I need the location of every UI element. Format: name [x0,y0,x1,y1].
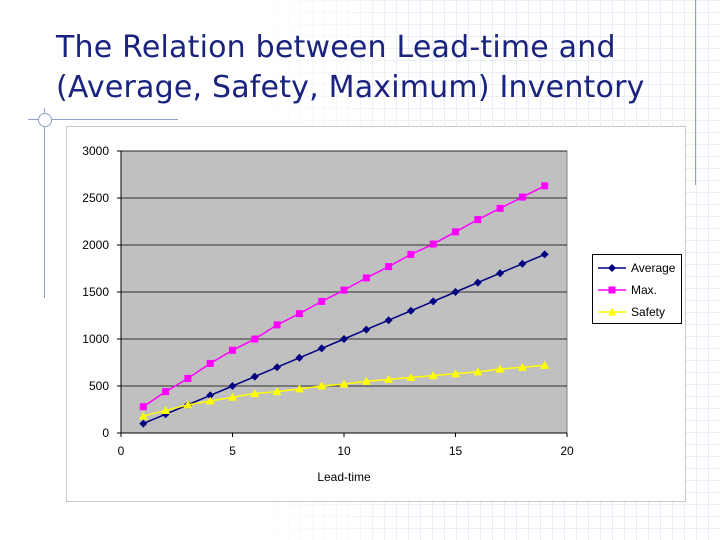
data-point-average [362,325,371,334]
data-point-safety [428,371,438,380]
data-point-average [406,306,415,315]
data-point-safety [205,396,215,405]
data-point-max [340,286,348,294]
data-point-max [273,321,281,329]
data-point-average [384,316,393,325]
decorative-horizontal-rule [28,119,178,120]
data-point-max [452,228,459,236]
legend-swatch-max [598,286,626,294]
legend-label-average: Average [631,261,676,275]
data-point-safety [138,411,148,420]
data-point-safety [272,387,282,396]
data-point-max [139,403,147,411]
data-point-safety [317,381,327,390]
data-point-safety [473,367,483,376]
slide-title-line-2: (Average, Safety, Maximum) Inventory [56,70,645,105]
data-point-max [429,240,437,248]
y-tick-label: 3000 [82,144,109,158]
legend-item-average: Average [597,260,681,276]
data-point-average [473,278,482,287]
data-point-average [228,382,237,390]
data-point-average [317,344,326,353]
data-point-max [184,374,192,382]
data-point-average [206,391,215,400]
data-point-average [340,335,348,343]
data-point-max [541,182,549,190]
data-point-safety [495,364,505,373]
x-tick-label: 0 [118,444,125,458]
y-tick-label: 1500 [82,285,109,299]
x-tick-label: 5 [229,444,236,458]
data-point-safety [183,400,193,409]
legend-label-max: Max. [631,283,658,297]
y-tick-label: 0 [102,426,109,440]
data-point-average [540,250,549,259]
data-point-average [451,288,460,296]
data-point-max [474,216,482,224]
data-point-max [229,346,236,354]
data-point-average [295,353,304,362]
line-chart: 0 500 1000 1500 2000 2500 3000 0 5 10 15 20 Lead-tim… [82,144,574,484]
decorative-right-rule [695,0,696,185]
data-point-safety [384,374,394,383]
y-tick-label: 2500 [82,191,109,205]
slide-title: The Relation between Lead-time and (Aver… [56,28,696,108]
legend-swatch-average [598,264,626,272]
y-tick-label: 500 [89,379,109,393]
data-point-average [496,269,505,278]
data-point-safety [540,360,550,369]
decorative-circle [38,113,52,127]
data-point-safety [161,405,171,414]
data-point-max [362,274,370,282]
chart-frame: 0 500 1000 1500 2000 2500 3000 0 5 10 15 20 Lead-tim… [66,126,686,502]
data-point-average [273,363,282,372]
data-point-max [295,310,303,318]
data-point-safety [339,379,349,388]
x-tick-label: 10 [337,444,351,458]
data-point-max [518,193,526,201]
data-point-max [385,263,393,271]
legend-item-safety: Safety [597,304,681,320]
data-point-average [250,372,259,381]
data-point-safety [406,373,416,382]
data-point-safety [250,389,260,398]
y-tick-label: 2000 [82,238,109,252]
data-point-max [407,250,415,258]
slide-title-line-1: The Relation between Lead-time and [56,30,616,65]
data-point-max [251,335,259,343]
data-point-average [518,259,527,268]
legend-label-safety: Safety [631,305,666,319]
data-point-safety [451,369,460,378]
x-tick-label: 15 [449,444,463,458]
data-point-max [162,388,170,396]
data-point-average [429,297,438,306]
data-point-safety [228,392,237,401]
data-point-safety [294,384,304,393]
decorative-vertical-rule [44,108,45,298]
legend-item-max: Max. [597,282,681,298]
data-point-safety [517,362,527,371]
x-axis-title: Lead-time [317,470,371,484]
y-tick-label: 1000 [82,332,109,346]
data-point-max [206,359,214,367]
data-point-max [318,297,326,305]
data-point-max [496,204,504,212]
data-point-average [139,419,148,428]
data-point-safety [361,376,371,385]
x-tick-label: 20 [560,444,574,458]
legend-swatch-safety [598,307,626,316]
chart-legend: Average Max. Safety [592,254,682,324]
